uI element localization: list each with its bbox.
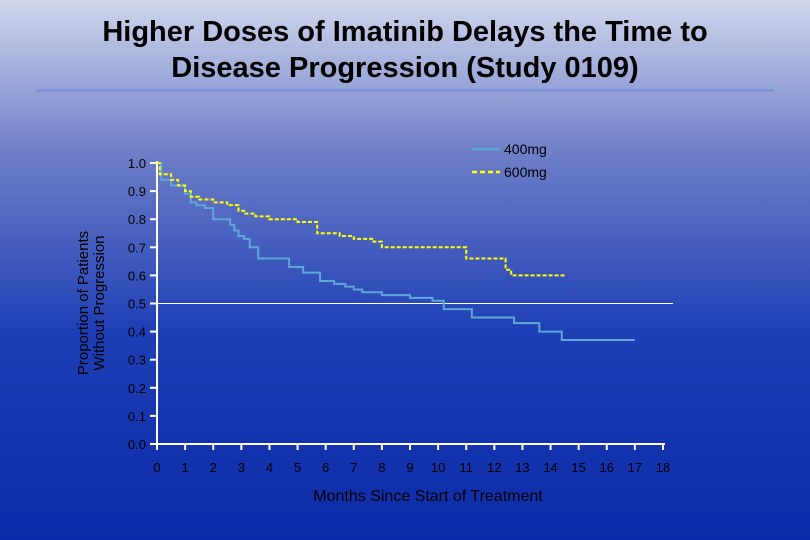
chart-axes	[156, 161, 665, 445]
chart-legend: 400mg 600mg	[472, 141, 547, 180]
x-tick-label: 6	[322, 460, 329, 475]
x-tick-label: 13	[515, 460, 529, 475]
x-tick-label: 8	[378, 460, 385, 475]
title-line-2: Disease Progression (Study 0109)	[171, 52, 639, 84]
x-tick-label: 2	[210, 460, 217, 475]
series-line-400mg	[157, 162, 635, 342]
x-tick-label: 0	[153, 460, 160, 475]
y-tick-label: 0.9	[128, 184, 146, 199]
chart-series	[157, 162, 635, 342]
x-tick-label: 3	[238, 460, 245, 475]
x-tick-label: 5	[294, 460, 301, 475]
x-tick-label: 18	[656, 460, 670, 475]
y-tick-label: 0.1	[128, 409, 146, 424]
x-axis-label: Months Since Start of Treatment	[313, 488, 543, 505]
x-tick-label: 11	[459, 460, 473, 475]
y-tick-label: 0.5	[128, 297, 146, 312]
y-tick-label: 0.7	[128, 240, 146, 255]
x-tick-label: 16	[600, 460, 614, 475]
x-tick-label: 4	[266, 460, 273, 475]
x-tick-label: 1	[181, 460, 188, 475]
y-axis-label-line-1: Proportion of Patients	[75, 231, 92, 375]
y-tick-label: 0.3	[128, 353, 146, 368]
title-line-1: Higher Doses of Imatinib Delays the Time…	[102, 16, 708, 48]
x-tick-label: 7	[350, 460, 357, 475]
x-tick-label: 12	[487, 460, 501, 475]
y-axis-label-line-2: Without Progression	[91, 235, 108, 370]
legend-label-400mg: 400mg	[504, 141, 547, 157]
y-tick-label: 0.2	[128, 381, 146, 396]
y-tick-label: 0.0	[128, 437, 146, 452]
x-tick-label: 17	[628, 460, 642, 475]
x-tick-label: 10	[431, 460, 445, 475]
y-tick-label: 0.6	[128, 268, 146, 283]
y-tick-label: 1.0	[128, 156, 146, 171]
title-divider	[36, 89, 774, 92]
x-tick-label: 9	[406, 460, 413, 475]
y-tick-label: 0.8	[128, 212, 146, 227]
chart-labels: Months Since Start of Treatment Proporti…	[75, 231, 543, 505]
chart-ticks: 0.00.10.20.30.40.50.60.70.80.91.00 1 2 3 4 5 6…	[128, 156, 670, 475]
series-line-600mg	[157, 162, 565, 277]
y-tick-label: 0.4	[128, 325, 146, 340]
x-tick-label: 14	[543, 460, 557, 475]
slide-title: Higher Doses of Imatinib Delays the Time…	[0, 14, 810, 86]
x-tick-label: 15	[571, 460, 585, 475]
legend-label-600mg: 600mg	[504, 164, 547, 180]
